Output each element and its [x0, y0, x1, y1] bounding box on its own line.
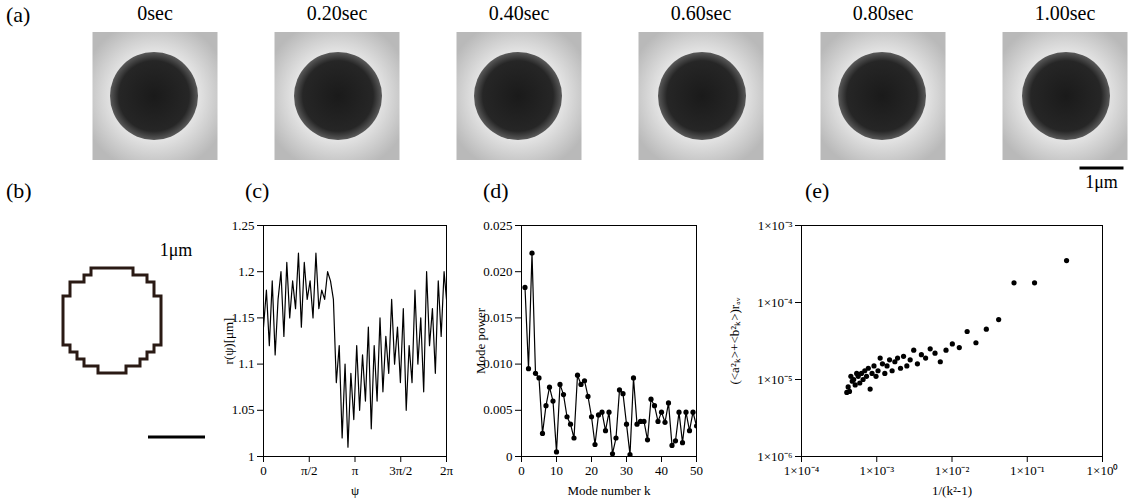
svg-text:1.25: 1.25 [232, 218, 255, 233]
html-text:(b): (b) [6, 178, 32, 203]
svg-text:1×10⁻¹: 1×10⁻¹ [1010, 463, 1045, 478]
svg-text:1.05: 1.05 [232, 402, 255, 417]
svg-text:1.1: 1.1 [238, 356, 254, 371]
svg-text:1×10⁻⁴: 1×10⁻⁴ [784, 463, 820, 478]
svg-text:1/(k²-1): 1/(k²-1) [932, 483, 972, 498]
html-text:1μm: 1μm [1085, 172, 1118, 192]
html-text:(c): (c) [245, 178, 270, 203]
svg-text:0.020: 0.020 [483, 264, 512, 279]
svg-text:1×10⁻⁶: 1×10⁻⁶ [757, 449, 792, 464]
svg-text:40: 40 [655, 463, 668, 478]
html-text:1μm: 1μm [159, 240, 193, 260]
svg-text:ψ: ψ [351, 483, 359, 498]
svg-text:20: 20 [585, 463, 598, 478]
svg-text:0.015: 0.015 [483, 310, 513, 326]
svg-text:1×10⁻⁵: 1×10⁻⁵ [757, 372, 792, 387]
svg-text:50: 50 [690, 463, 703, 478]
svg-text:0.010: 0.010 [483, 356, 513, 372]
svg-text:0: 0 [518, 463, 525, 478]
svg-text:10: 10 [550, 463, 563, 478]
svg-text:1.2: 1.2 [238, 264, 254, 279]
svg-text:30: 30 [620, 463, 633, 478]
svg-text:0: 0 [260, 463, 267, 478]
svg-text:Mode number k: Mode number k [567, 483, 651, 498]
svg-text:0.025: 0.025 [483, 218, 512, 233]
html-text:0.20sec: 0.20sec [306, 2, 368, 24]
html-text:0.40sec: 0.40sec [488, 2, 550, 24]
svg-text:0.005: 0.005 [483, 402, 512, 417]
svg-text:(<a²ₖ>+<b²ₖ>)rₐᵥ: (<a²ₖ>+<b²ₖ>)rₐᵥ [727, 297, 742, 384]
html-text:0.80sec: 0.80sec [852, 2, 914, 24]
svg-text:1×10⁻³: 1×10⁻³ [758, 218, 793, 233]
svg-text:2π: 2π [440, 463, 454, 478]
html-text:(a): (a) [6, 2, 31, 27]
svg-text:r(ψ)[μm]: r(ψ)[μm] [221, 318, 236, 365]
svg-text:1×10⁻²: 1×10⁻² [935, 463, 970, 478]
svg-text:π: π [352, 463, 359, 478]
html-text:0.60sec: 0.60sec [670, 2, 732, 24]
svg-text:1.15: 1.15 [231, 310, 255, 326]
svg-text:1: 1 [248, 449, 255, 464]
svg-text:Mode power: Mode power [473, 307, 488, 374]
html-text:(e): (e) [805, 178, 830, 203]
svg-text:3π/2: 3π/2 [389, 463, 412, 478]
svg-text:1×10⁻³: 1×10⁻³ [859, 463, 894, 478]
svg-text:1×10⁰: 1×10⁰ [1087, 463, 1119, 478]
html-text:1.00sec: 1.00sec [1034, 2, 1096, 24]
svg-text:1×10⁻⁴: 1×10⁻⁴ [757, 295, 793, 310]
html-text:(d): (d) [483, 178, 509, 203]
svg-text:0: 0 [506, 449, 513, 464]
html-text:0sec: 0sec [137, 2, 173, 24]
svg-text:π/2: π/2 [301, 463, 318, 478]
